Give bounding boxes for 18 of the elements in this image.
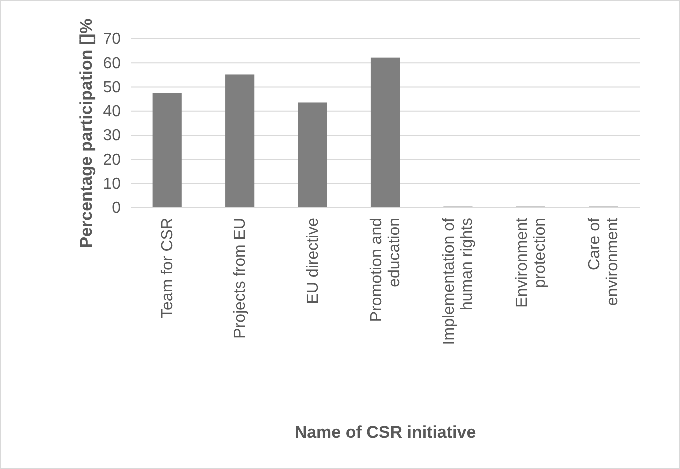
x-tick-label: Team for CSR: [159, 218, 176, 318]
y-tick-label: 30: [103, 128, 122, 145]
bar: [226, 74, 255, 208]
x-tick-label: Promotion and education: [368, 218, 404, 322]
bar: [370, 58, 400, 208]
y-axis-title: Percentage participation []%: [77, 18, 96, 248]
y-tick-label: 10: [103, 176, 122, 193]
y-tick-label: 50: [103, 79, 122, 96]
bar: [152, 93, 182, 208]
y-tick-label: 20: [103, 152, 122, 169]
x-axis-title: Name of CSR initiative: [294, 423, 476, 442]
x-tick-label: EU directive: [304, 218, 322, 304]
y-tick-label: 0: [112, 200, 122, 218]
y-tick-label: 40: [103, 104, 122, 121]
y-tick-label: 70: [103, 31, 122, 48]
y-tick-label: 60: [103, 55, 122, 72]
bar: [298, 102, 328, 208]
x-tick-label: Projects from EU: [232, 218, 250, 339]
